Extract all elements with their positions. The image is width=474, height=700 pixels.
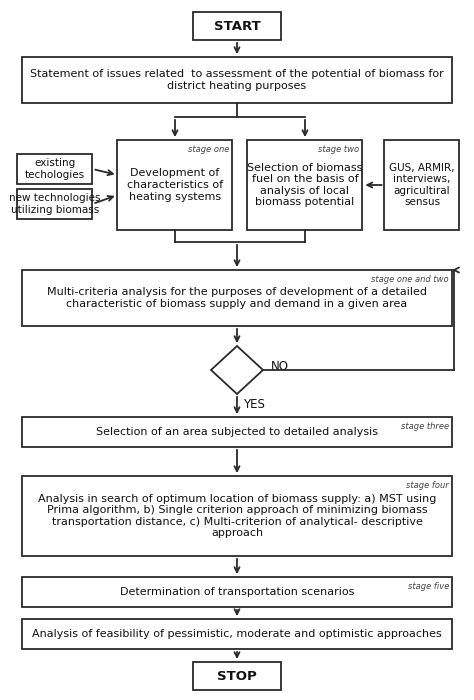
Text: Statement of issues related  to assessment of the potential of biomass for
distr: Statement of issues related to assessmen… (30, 69, 444, 91)
Text: stage five: stage five (408, 582, 449, 591)
Text: Selection of biomass
fuel on the basis of
analysis of local
biomass potential: Selection of biomass fuel on the basis o… (247, 162, 363, 207)
Bar (18, 154, 92, 184)
Text: Analysis in search of optimum location of biomass supply: a) MST using
Prima alg: Analysis in search of optimum location o… (38, 494, 436, 538)
Text: Analysis of feasibility of pessimistic, moderate and optimistic approaches: Analysis of feasibility of pessimistic, … (32, 629, 442, 639)
Text: NO: NO (271, 360, 289, 372)
Bar (22, 577, 452, 607)
Bar (22, 270, 452, 326)
Bar (22, 57, 452, 103)
Text: GUS, ARMIR,
interviews,
agricultiral
sensus: GUS, ARMIR, interviews, agricultiral sen… (389, 162, 455, 207)
Text: Selection of an area subjected to detailed analysis: Selection of an area subjected to detail… (96, 427, 378, 437)
Text: existing
techologies: existing techologies (25, 158, 85, 180)
Text: YES: YES (243, 398, 265, 410)
Text: stage three: stage three (401, 422, 449, 431)
Bar (18, 189, 92, 219)
Bar (193, 12, 281, 40)
Bar (118, 140, 233, 230)
Text: stage two: stage two (319, 145, 359, 154)
Text: stage one: stage one (188, 145, 229, 154)
Text: Multi-criteria analysis for the purposes of development of a detailed
characteri: Multi-criteria analysis for the purposes… (47, 287, 427, 309)
Bar (22, 417, 452, 447)
Bar (22, 619, 452, 649)
Polygon shape (211, 346, 263, 394)
Text: stage four: stage four (406, 481, 449, 490)
Bar (22, 476, 452, 556)
Bar (384, 140, 459, 230)
Bar (247, 140, 363, 230)
Text: START: START (214, 20, 260, 32)
Text: new technologies
utilizing biomass: new technologies utilizing biomass (9, 193, 101, 215)
Text: Development of
characteristics of
heating systems: Development of characteristics of heatin… (127, 169, 223, 202)
Text: Determination of transportation scenarios: Determination of transportation scenario… (120, 587, 354, 597)
Bar (193, 662, 281, 690)
Text: STOP: STOP (217, 669, 257, 682)
Text: stage one and two: stage one and two (371, 275, 449, 284)
